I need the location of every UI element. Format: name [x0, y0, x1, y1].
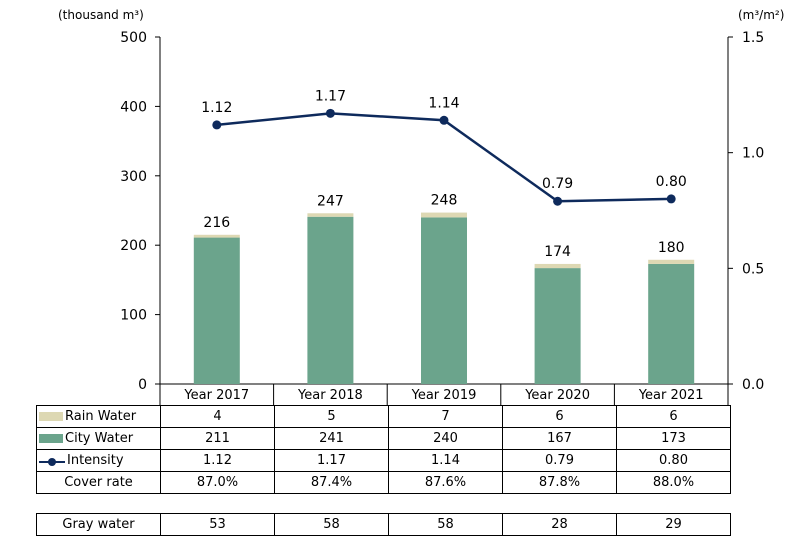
cover-rate-label: Cover rate — [36, 471, 161, 494]
category-label: Year 2020 — [524, 388, 590, 403]
city-water-label: City Water — [65, 431, 134, 446]
table-row-label: Rain Water — [36, 405, 161, 428]
intensity-point — [553, 196, 563, 206]
table-cell: 241 — [274, 427, 389, 450]
rain-water-bar — [307, 213, 354, 217]
intensity-point — [439, 115, 449, 125]
table-row-intensity: Intensity 1.12 1.17 1.14 0.79 0.80 — [36, 449, 731, 472]
left-axis-tick-label: 400 — [120, 99, 147, 115]
table-cell: 240 — [388, 427, 503, 450]
table-cell: 29 — [616, 513, 731, 536]
intensity-line-swatch — [39, 456, 65, 466]
city-water-bar — [648, 263, 695, 384]
city-water-bar — [193, 237, 240, 384]
left-axis-tick-label: 200 — [120, 238, 147, 254]
left-axis-unit-label: (thousand m³) — [58, 8, 144, 22]
intensity-data-label: 0.80 — [656, 174, 687, 190]
intensity-data-label: 1.14 — [428, 95, 459, 111]
category-label: Year 2017 — [183, 388, 249, 403]
table-cell: 6 — [502, 405, 617, 428]
intensity-point — [212, 120, 222, 130]
rain-water-bar — [534, 263, 581, 269]
intensity-line — [216, 112, 672, 203]
table-cell: 58 — [388, 513, 503, 536]
table-cell: 88.0% — [616, 471, 731, 494]
table-cell: 6 — [616, 405, 731, 428]
bar-total-label: 216 — [203, 215, 230, 231]
category-label: Year 2021 — [638, 388, 704, 403]
data-table: Rain Water 4 5 7 6 6 City Water 211 241 … — [36, 405, 731, 494]
table-row-city-water: City Water 211 241 240 167 173 — [36, 427, 731, 450]
rain-water-swatch — [39, 412, 63, 421]
table-cell: 87.8% — [502, 471, 617, 494]
gray-water-label: Gray water — [36, 513, 161, 536]
left-axis-tick-label: 0 — [138, 377, 147, 393]
category-label: Year 2019 — [411, 388, 477, 403]
table-cell: 167 — [502, 427, 617, 450]
rain-water-label: Rain Water — [65, 409, 137, 424]
table-cell: 87.0% — [160, 471, 275, 494]
table-cell: 173 — [616, 427, 731, 450]
table-cell: 0.79 — [502, 449, 617, 472]
table-cell: 5 — [274, 405, 389, 428]
right-axis-tick-label: 1.5 — [742, 30, 764, 46]
intensity-data-label: 1.12 — [201, 100, 232, 116]
bar-total-label: 248 — [431, 193, 458, 209]
table-row-cover-rate: Cover rate 87.0% 87.4% 87.6% 87.8% 88.0% — [36, 471, 731, 494]
table-cell: 0.80 — [616, 449, 731, 472]
table-cell: 211 — [160, 427, 275, 450]
right-axis-unit-label: (m³/m²) — [738, 8, 785, 22]
table-cell: 58 — [274, 513, 389, 536]
right-axis-tick-label: 0.5 — [742, 261, 764, 277]
rain-water-bar — [648, 259, 695, 264]
table-cell: 53 — [160, 513, 275, 536]
bar-total-label: 247 — [317, 193, 344, 209]
table-cell: 7 — [388, 405, 503, 428]
category-label: Year 2018 — [297, 388, 363, 403]
intensity-point — [325, 108, 335, 118]
city-water-swatch — [39, 434, 63, 443]
intensity-data-label: 1.17 — [315, 88, 346, 104]
left-axis-tick-label: 100 — [120, 308, 147, 324]
bar-total-label: 180 — [658, 240, 685, 256]
city-water-bar — [534, 268, 581, 384]
left-axis-tick-label: 300 — [120, 169, 147, 185]
table-cell: 4 — [160, 405, 275, 428]
gray-water-table: Gray water 53 58 58 28 29 — [36, 513, 731, 536]
table-row-gray-water: Gray water 53 58 58 28 29 — [36, 513, 731, 536]
table-cell: 1.12 — [160, 449, 275, 472]
right-axis-tick-label: 1.0 — [742, 146, 764, 162]
intensity-data-label: 0.79 — [542, 176, 573, 192]
table-cell: 28 — [502, 513, 617, 536]
table-cell: 87.6% — [388, 471, 503, 494]
right-axis-tick-label: 0.0 — [742, 377, 764, 393]
intensity-point — [666, 194, 676, 204]
city-water-bar — [421, 217, 467, 384]
left-axis-tick-label: 500 — [120, 30, 147, 46]
intensity-label: Intensity — [67, 453, 124, 468]
table-cell: 87.4% — [274, 471, 389, 494]
table-row-label: City Water — [36, 427, 161, 450]
rain-water-bar — [193, 234, 240, 238]
city-water-bar — [307, 216, 354, 384]
table-row-rain-water: Rain Water 4 5 7 6 6 — [36, 405, 731, 428]
table-row-label: Intensity — [36, 449, 161, 472]
table-cell: 1.17 — [274, 449, 389, 472]
bar-total-label: 174 — [544, 244, 571, 260]
rain-water-bar — [421, 212, 467, 218]
table-cell: 1.14 — [388, 449, 503, 472]
